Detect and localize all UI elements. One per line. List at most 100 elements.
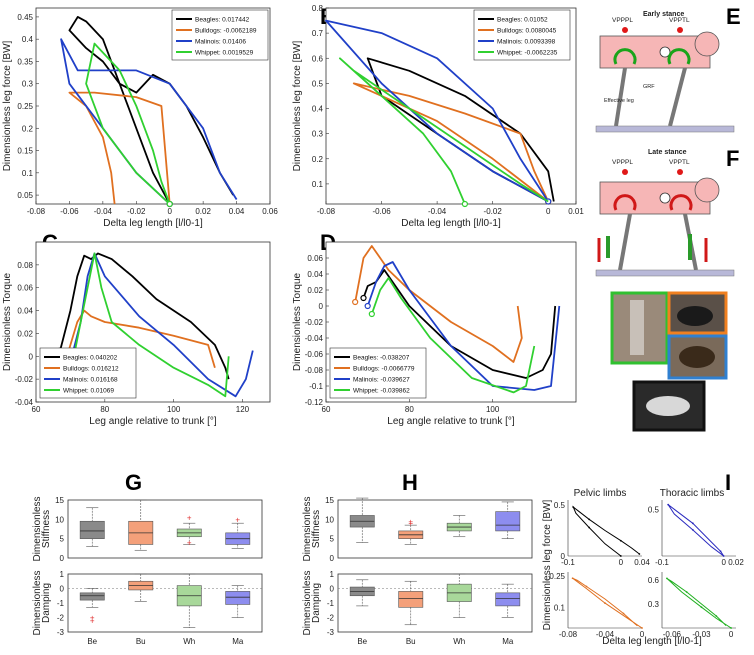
x-axis-title: Delta leg length [l/l0-1] — [103, 218, 203, 229]
x-tick-label: Wh — [183, 637, 195, 646]
malinois-photo-figure — [679, 346, 715, 368]
series-line — [572, 505, 640, 557]
box-ma — [495, 592, 521, 607]
y-tick-label: 0.5 — [648, 505, 660, 514]
y-tick-label: 0.3 — [312, 130, 324, 139]
y-tick-label: -3 — [327, 628, 335, 637]
y-tick-label: 0.1 — [22, 169, 34, 178]
vpp-pelvic-label-late: VPPPL — [612, 159, 633, 166]
series-line-beagles — [59, 252, 230, 380]
box-bu — [398, 591, 424, 608]
box-be — [79, 520, 105, 539]
box-outlier: + — [235, 515, 240, 524]
series-point — [722, 555, 725, 557]
x-tick-label: 0 — [721, 558, 726, 567]
y-axis-title-line-2: Damping — [311, 583, 322, 623]
legend-entry: Bulldogs: 0.0080045 — [497, 28, 557, 35]
series-point — [572, 506, 575, 509]
y-axis-title-line-1: Dimensionless — [32, 496, 43, 561]
y-tick-label: 0.25 — [17, 102, 33, 111]
schematic-late-stance: Late stance VPPPL VPPTL — [595, 149, 735, 277]
x-tick-label: 60 — [322, 405, 331, 414]
series-point — [666, 577, 668, 580]
x-tick-label: -0.06 — [663, 630, 682, 639]
pelvic-leg-late — [618, 213, 632, 271]
effective-leg-label: Effective leg — [604, 98, 634, 104]
series-point — [588, 518, 591, 521]
box-outlier: + — [90, 614, 95, 623]
x-tick-label: 100 — [167, 405, 181, 414]
y-axis-title: Dimensionless Torque — [2, 272, 13, 371]
vpp-pelvic-dot — [622, 27, 628, 33]
y-tick-label: 0.1 — [312, 180, 324, 189]
y-axis-title-line-2: Damping — [41, 583, 52, 623]
series-point — [667, 503, 670, 506]
y-tick-label: 0.3 — [22, 80, 34, 89]
chart-b: -0.08 -0.06 -0.04 -0.02 0 0.01 0.1 0.2 0.3 0.4 0.5… — [292, 4, 584, 229]
y-tick-label: 1 — [330, 570, 335, 579]
pelvic-limbs-title: Pelvic limbs — [574, 488, 627, 499]
series-start-marker-whippet — [461, 200, 468, 208]
y-tick-label: 0.04 — [17, 307, 33, 316]
y-tick-label: 15 — [55, 496, 64, 505]
x-tick-label: -0.08 — [317, 207, 336, 216]
x-tick-label: -0.06 — [372, 207, 391, 216]
legend-entry: Malinois: 0.01406 — [195, 39, 246, 46]
y-tick-label: 0 — [60, 554, 65, 563]
ground-plate-late — [595, 269, 735, 277]
x-tick-label: 120 — [236, 405, 250, 414]
series-point — [685, 591, 688, 593]
y-tick-label: 0.15 — [17, 147, 33, 156]
legend-entry: Whippet: -0.039862 — [353, 388, 410, 395]
x-tick-label: Ma — [502, 637, 514, 646]
y-tick-label: -1 — [327, 599, 335, 608]
series-point — [715, 615, 718, 617]
series-start-marker-bulldogs — [352, 298, 359, 306]
x-tick-label: -0.08 — [559, 630, 578, 639]
y-tick-label: 1 — [60, 570, 65, 579]
y-tick-label: 0.6 — [648, 576, 660, 585]
y-tick-label: 0.8 — [312, 4, 324, 13]
series-line-whippet — [370, 277, 536, 394]
box-outlier: + — [90, 616, 95, 625]
legend-entry: Bulldogs: -0.0062189 — [195, 28, 257, 35]
thoracic-torque-late-arrow-icon — [669, 194, 693, 211]
series-line-bulldogs — [68, 91, 171, 205]
x-tick-label: 0 — [546, 207, 551, 216]
y-axis-title: Dimensionless leg force [BW] — [292, 40, 303, 171]
legend-entry: Beagles: 0.017442 — [195, 17, 250, 24]
dog-head-icon — [694, 31, 720, 57]
x-tick-label: 60 — [32, 405, 41, 414]
y-tick-label: 0 — [29, 352, 34, 361]
x-tick-label: -0.1 — [561, 558, 575, 567]
legend-entry: Beagles: -0.038207 — [353, 355, 410, 362]
y-tick-label: -0.02 — [305, 318, 324, 327]
dog-head-late-icon — [694, 177, 720, 203]
y-tick-label: 0.05 — [17, 191, 33, 200]
y-tick-label: 0.25 — [549, 572, 565, 581]
legend-entry: Whippet: 0.0019529 — [195, 50, 254, 57]
mini-plot-thoracic-malinois: -0.1 0 0.02 0.5 — [648, 500, 744, 567]
x-axis-title: Delta leg length [l/l0-1] — [602, 636, 702, 647]
y-tick-label: 0 — [330, 585, 335, 594]
y-axis-title: Dimensionless leg force [BW] — [542, 499, 553, 630]
series-point — [691, 522, 694, 525]
y-tick-label: 0.5 — [554, 501, 566, 510]
x-tick-label: -0.02 — [484, 207, 503, 216]
legend-entry: Bulldogs: 0.016212 — [63, 366, 119, 373]
series-start-marker-malinois — [364, 302, 371, 310]
x-axis-title: Leg angle relative to trunk [°] — [89, 416, 217, 427]
y-tick-label: 0.2 — [22, 124, 34, 133]
y-tick-label: 5 — [60, 535, 65, 544]
schematic-early-stance: Early stance VPPPL VPPTL Effective leg G… — [595, 11, 735, 133]
series-point — [638, 553, 641, 555]
thoracic-leg — [668, 67, 687, 127]
box-outlier: + — [408, 519, 413, 528]
x-tick-label: 0.02 — [195, 207, 211, 216]
x-tick-label: 0.04 — [634, 558, 650, 567]
x-tick-label: 80 — [100, 405, 109, 414]
center-of-mass-late-icon — [659, 192, 671, 204]
box-ma — [495, 511, 521, 532]
